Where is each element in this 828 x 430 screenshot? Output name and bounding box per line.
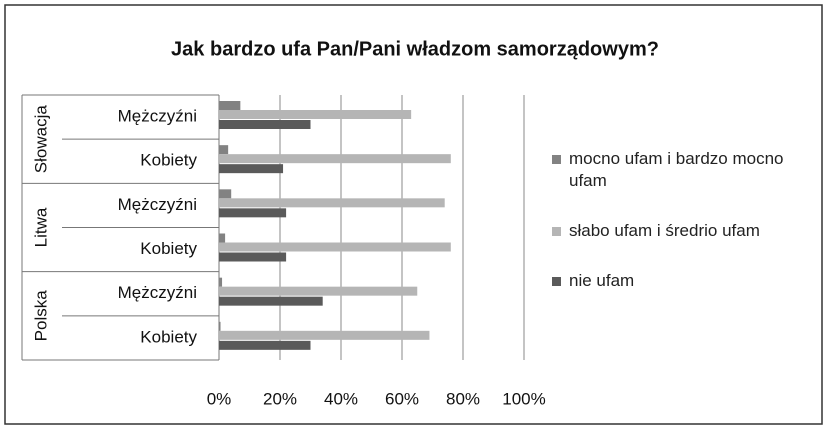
bar bbox=[219, 110, 412, 119]
legend-label: nie ufam bbox=[569, 271, 635, 290]
bar bbox=[219, 330, 430, 340]
legend-swatch bbox=[552, 277, 561, 286]
y-tick-label: Kobiety bbox=[140, 327, 197, 346]
y-tick-label: Mężczyźni bbox=[118, 283, 197, 302]
bar bbox=[219, 321, 221, 331]
bar bbox=[219, 154, 451, 164]
bar bbox=[219, 189, 232, 199]
legend-label: mocno ufam i bardzo mocno ufam bbox=[569, 149, 784, 190]
bar bbox=[219, 101, 241, 110]
x-tick-label: 20% bbox=[263, 389, 297, 408]
legend-item: słabo ufam i średrio ufam bbox=[552, 220, 822, 242]
bar bbox=[219, 242, 451, 252]
bar bbox=[219, 277, 223, 287]
bar bbox=[219, 340, 311, 350]
bar bbox=[219, 233, 226, 243]
group-label: Słowacja bbox=[31, 105, 50, 174]
bar bbox=[219, 296, 323, 306]
legend-item: nie ufam bbox=[552, 270, 822, 292]
x-tick-label: 100% bbox=[502, 389, 545, 408]
bar bbox=[219, 252, 287, 262]
x-tick-label: 0% bbox=[207, 389, 232, 408]
legend: mocno ufam i bardzo mocno ufam słabo ufam… bbox=[552, 148, 822, 320]
legend-swatch bbox=[552, 227, 561, 236]
group-label: Litwa bbox=[31, 207, 50, 247]
chart-frame bbox=[4, 4, 823, 425]
x-tick-label: 40% bbox=[324, 389, 358, 408]
x-tick-label: 60% bbox=[385, 389, 419, 408]
legend-label: słabo ufam i średrio ufam bbox=[569, 221, 760, 240]
bar bbox=[219, 198, 445, 208]
bar bbox=[219, 145, 229, 155]
bar bbox=[219, 164, 284, 174]
chart-title: Jak bardzo ufa Pan/Pani władzom samorząd… bbox=[171, 38, 659, 60]
legend-item: mocno ufam i bardzo mocno ufam bbox=[552, 148, 822, 192]
y-tick-label: Mężczyźni bbox=[118, 195, 197, 214]
group-label: Polska bbox=[31, 290, 50, 342]
legend-swatch bbox=[552, 155, 561, 164]
y-tick-label: Kobiety bbox=[140, 151, 197, 170]
y-tick-label: Kobiety bbox=[140, 239, 197, 258]
bar bbox=[219, 208, 287, 218]
bar bbox=[219, 120, 311, 129]
x-tick-label: 80% bbox=[446, 389, 480, 408]
y-tick-label: Mężczyźni bbox=[118, 107, 197, 126]
bar bbox=[219, 286, 418, 296]
